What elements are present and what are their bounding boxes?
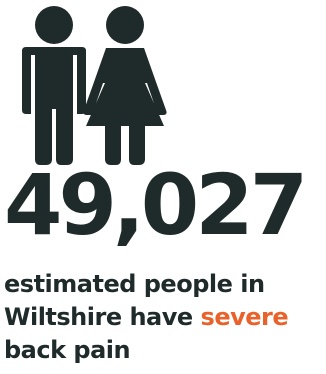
caption-line-2: Wiltshire have severe [4, 301, 322, 334]
statistic-caption: estimated people in Wiltshire have sever… [4, 268, 322, 367]
caption-line-3: back pain [4, 336, 131, 364]
people-icons-svg [22, 6, 167, 165]
people-icons [0, 0, 326, 170]
female-person-icon [83, 6, 167, 165]
male-person-icon [22, 6, 86, 165]
caption-line-1: estimated people in [4, 270, 265, 298]
caption-location-text: Wiltshire have [4, 303, 201, 331]
statistic-value: 49,027 [4, 156, 308, 254]
caption-highlight: severe [200, 303, 289, 331]
